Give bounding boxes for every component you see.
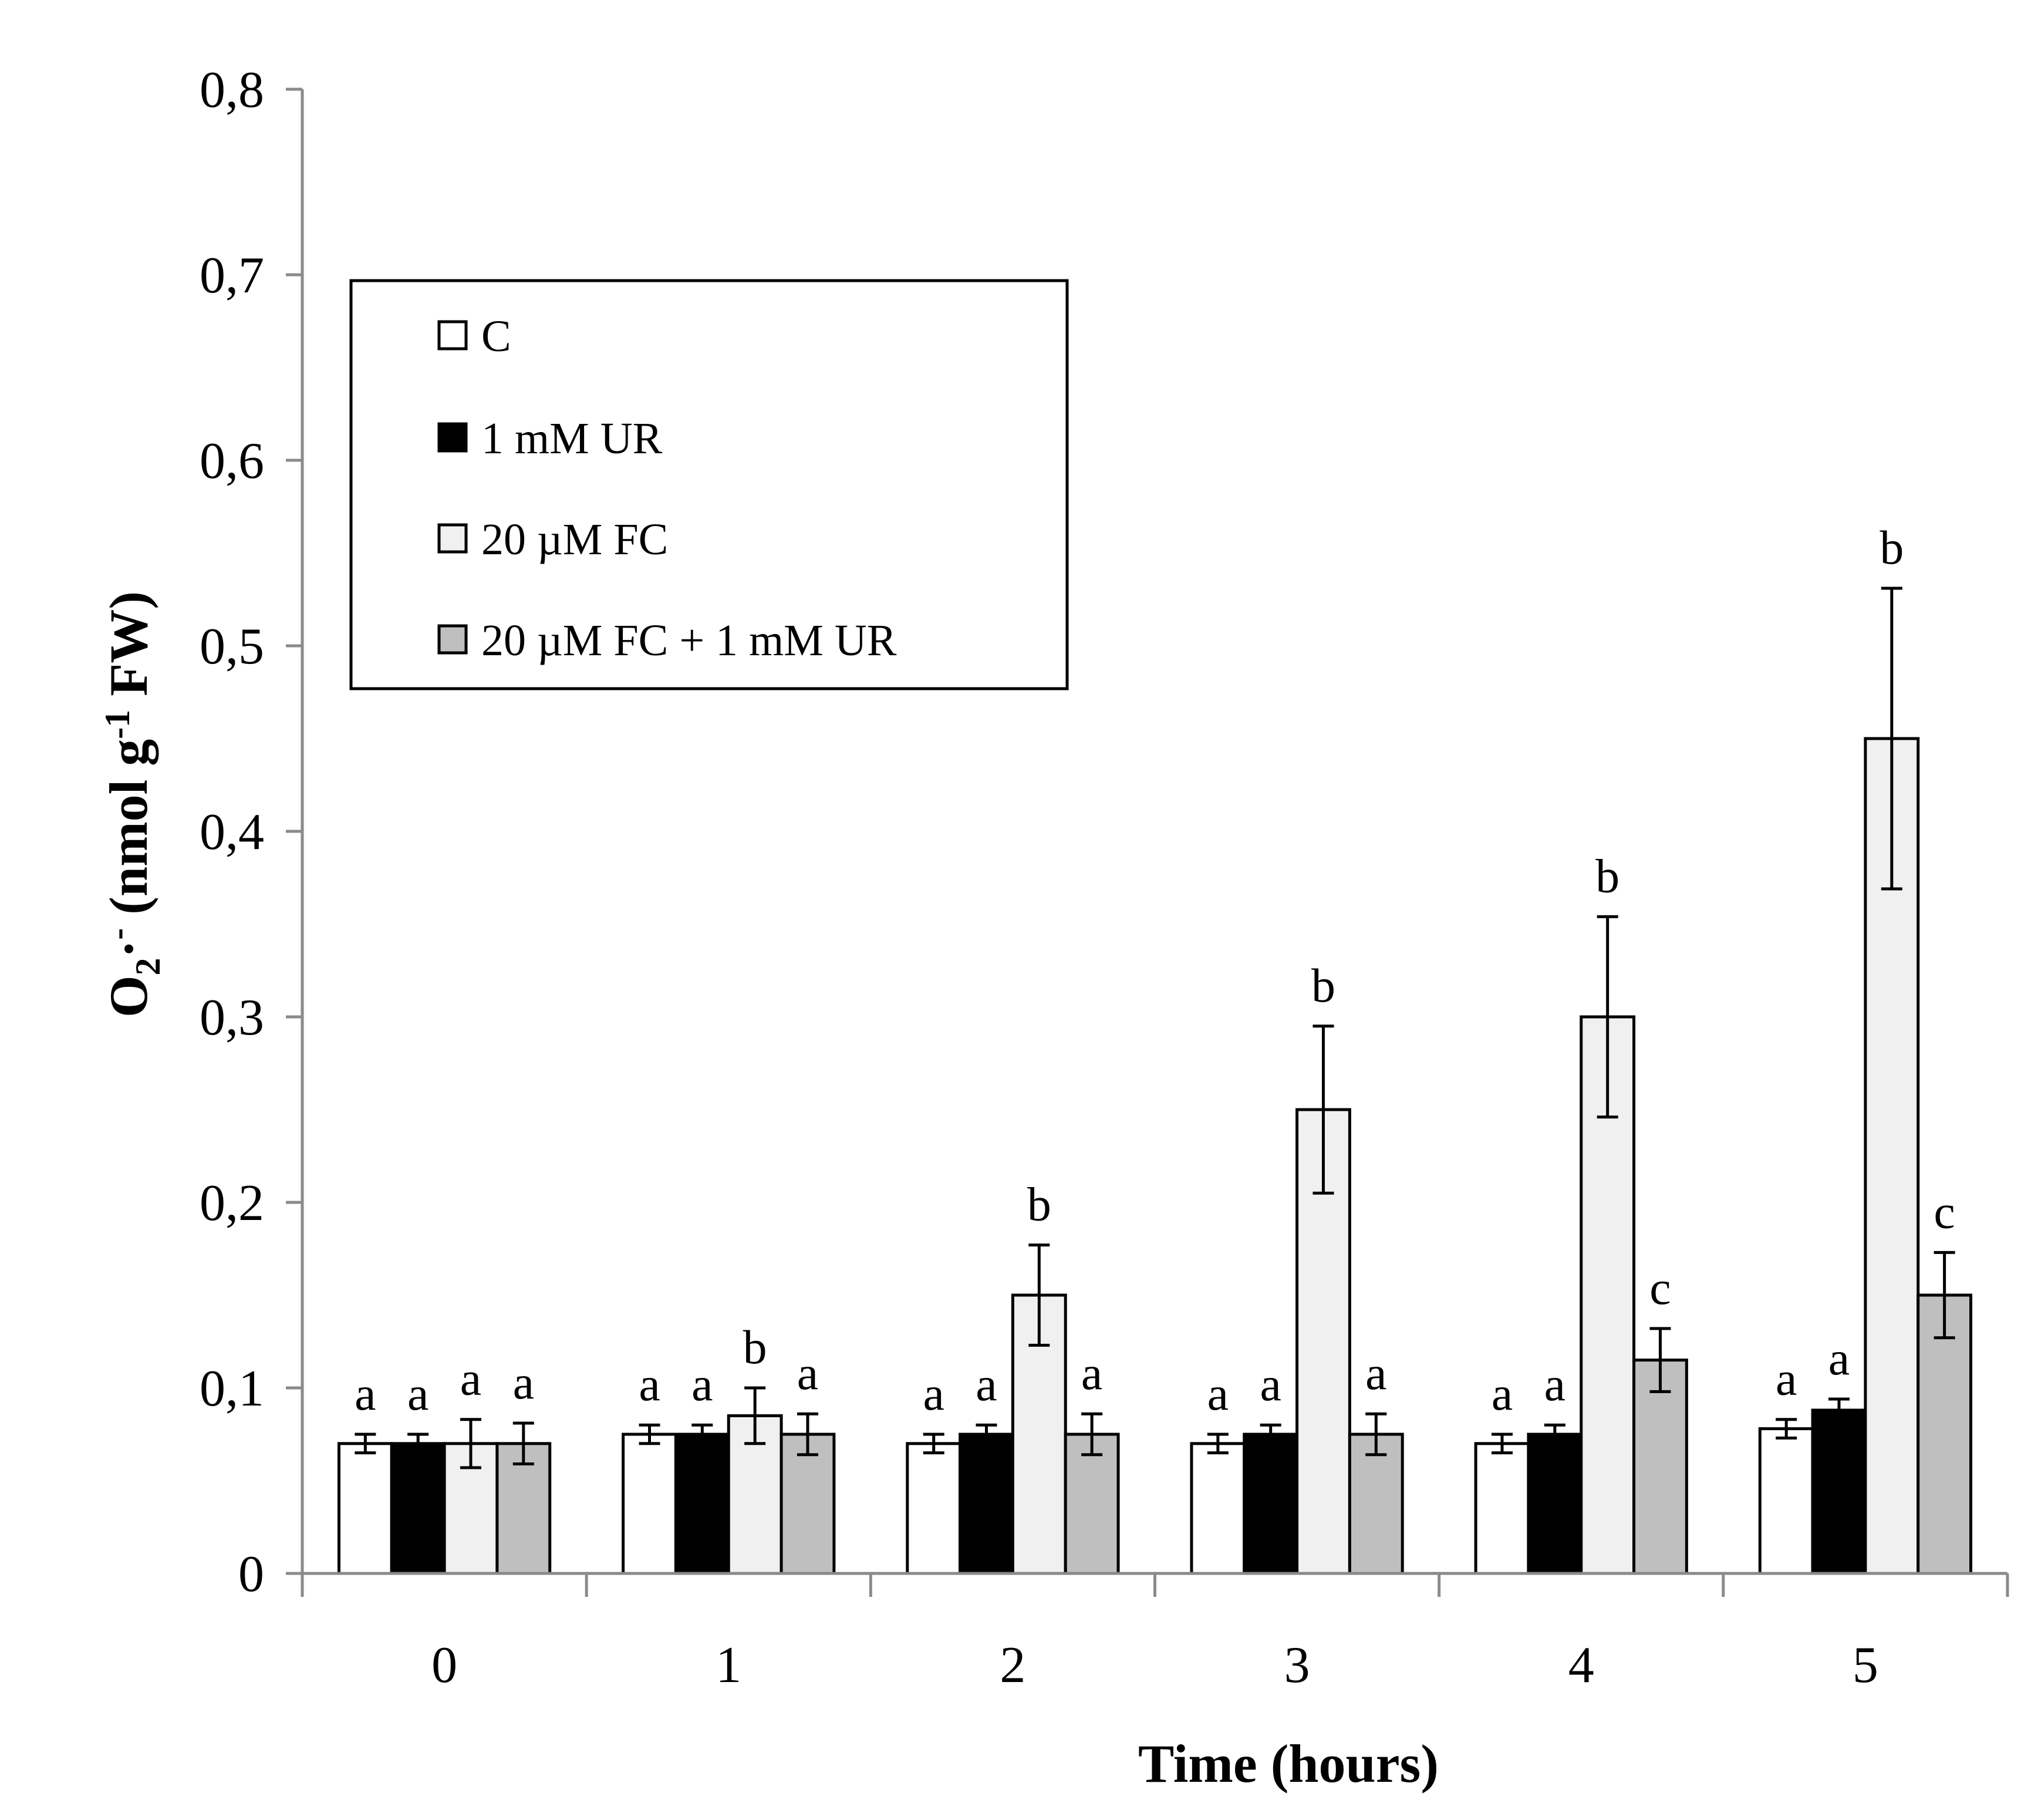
legend-swatch xyxy=(437,320,468,350)
bar xyxy=(780,1433,836,1575)
significance-label: b xyxy=(1880,521,1904,574)
significance-label: a xyxy=(1828,1332,1850,1385)
significance-label: a xyxy=(639,1357,660,1411)
bar xyxy=(1632,1359,1688,1575)
x-tick-label: 2 xyxy=(1000,1637,1025,1694)
significance-label: a xyxy=(797,1346,818,1400)
bar xyxy=(1527,1433,1583,1575)
y-tick-label: 0,6 xyxy=(200,433,264,490)
bar xyxy=(622,1433,677,1575)
y-axis-title-part: - xyxy=(98,928,137,940)
y-axis-title: O2·- (nmol g-1 FW) xyxy=(98,591,167,1017)
x-axis-title: Time (hours) xyxy=(1138,1734,1439,1794)
y-axis-title-part: O xyxy=(99,975,158,1017)
significance-label: a xyxy=(460,1352,481,1406)
y-tick-label: 0,2 xyxy=(200,1175,264,1232)
y-axis-title-part: FW) xyxy=(99,591,158,710)
y-tick-label: 0,3 xyxy=(200,989,264,1046)
y-tick-label: 0,4 xyxy=(200,804,264,861)
y-tick-label: 0,5 xyxy=(200,618,264,675)
bar xyxy=(674,1433,730,1575)
y-axis-title-part: 2 xyxy=(129,958,167,975)
y-axis-title-part: -1 xyxy=(98,710,137,739)
significance-label: a xyxy=(923,1367,944,1420)
bar xyxy=(1348,1433,1404,1575)
significance-label: a xyxy=(1544,1357,1565,1411)
y-tick-label: 0 xyxy=(238,1546,264,1603)
significance-label: a xyxy=(691,1357,713,1411)
x-tick-label: 3 xyxy=(1284,1637,1310,1694)
bar xyxy=(906,1442,962,1575)
x-tick-label: 0 xyxy=(431,1637,457,1694)
significance-label: b xyxy=(743,1320,767,1374)
significance-label: b xyxy=(1027,1178,1051,1231)
bar xyxy=(1243,1433,1299,1575)
significance-label: c xyxy=(1649,1261,1671,1315)
significance-label: a xyxy=(1776,1352,1797,1406)
significance-label: b xyxy=(1595,849,1619,902)
legend-label: C xyxy=(481,312,511,361)
x-tick-label: 1 xyxy=(716,1637,741,1694)
y-tick-label: 0,1 xyxy=(200,1360,264,1417)
significance-label: a xyxy=(355,1367,376,1420)
bar xyxy=(1811,1408,1867,1575)
significance-label: a xyxy=(513,1356,534,1409)
legend-swatch xyxy=(437,422,468,453)
legend-label: 20 µM FC xyxy=(481,515,668,564)
legend-swatch xyxy=(437,624,468,655)
bar xyxy=(1474,1442,1530,1575)
bar xyxy=(337,1442,393,1575)
legend-label: 20 µM FC + 1 mM UR xyxy=(481,616,897,665)
bar xyxy=(1916,1293,1973,1575)
significance-label: a xyxy=(1492,1367,1513,1420)
legend-swatch xyxy=(437,523,468,554)
significance-label: b xyxy=(1311,959,1335,1012)
bar xyxy=(390,1442,446,1575)
y-axis-title-part: · xyxy=(99,940,158,958)
axes: 0 0,1 0,2 0,3 0,4 0,5 0,6 0,7 0,8 0 1 2 3 4 5 xyxy=(200,62,2009,1694)
significance-label: a xyxy=(1207,1367,1229,1420)
x-tick-label: 4 xyxy=(1568,1637,1594,1694)
significance-label: a xyxy=(407,1367,428,1420)
legend-box xyxy=(349,279,1069,690)
bar xyxy=(1758,1427,1814,1575)
bar xyxy=(959,1433,1014,1575)
y-tick-label: 0,7 xyxy=(200,247,264,304)
significance-label: c xyxy=(1934,1185,1955,1238)
significance-label: a xyxy=(1081,1346,1102,1400)
legend-label: 1 mM UR xyxy=(481,414,663,463)
x-tick-label: 5 xyxy=(1853,1637,1878,1694)
legend: C 1 mM UR 20 µM FC 20 µM FC + 1 mM UR xyxy=(349,279,1069,690)
significance-label: a xyxy=(976,1357,997,1411)
bar xyxy=(1064,1433,1120,1575)
y-axis-title-part: (nmol g xyxy=(99,739,158,928)
significance-label: a xyxy=(1260,1357,1281,1411)
bar xyxy=(1190,1442,1246,1575)
y-tick-label: 0,8 xyxy=(200,62,264,119)
significance-label: a xyxy=(1365,1346,1386,1400)
